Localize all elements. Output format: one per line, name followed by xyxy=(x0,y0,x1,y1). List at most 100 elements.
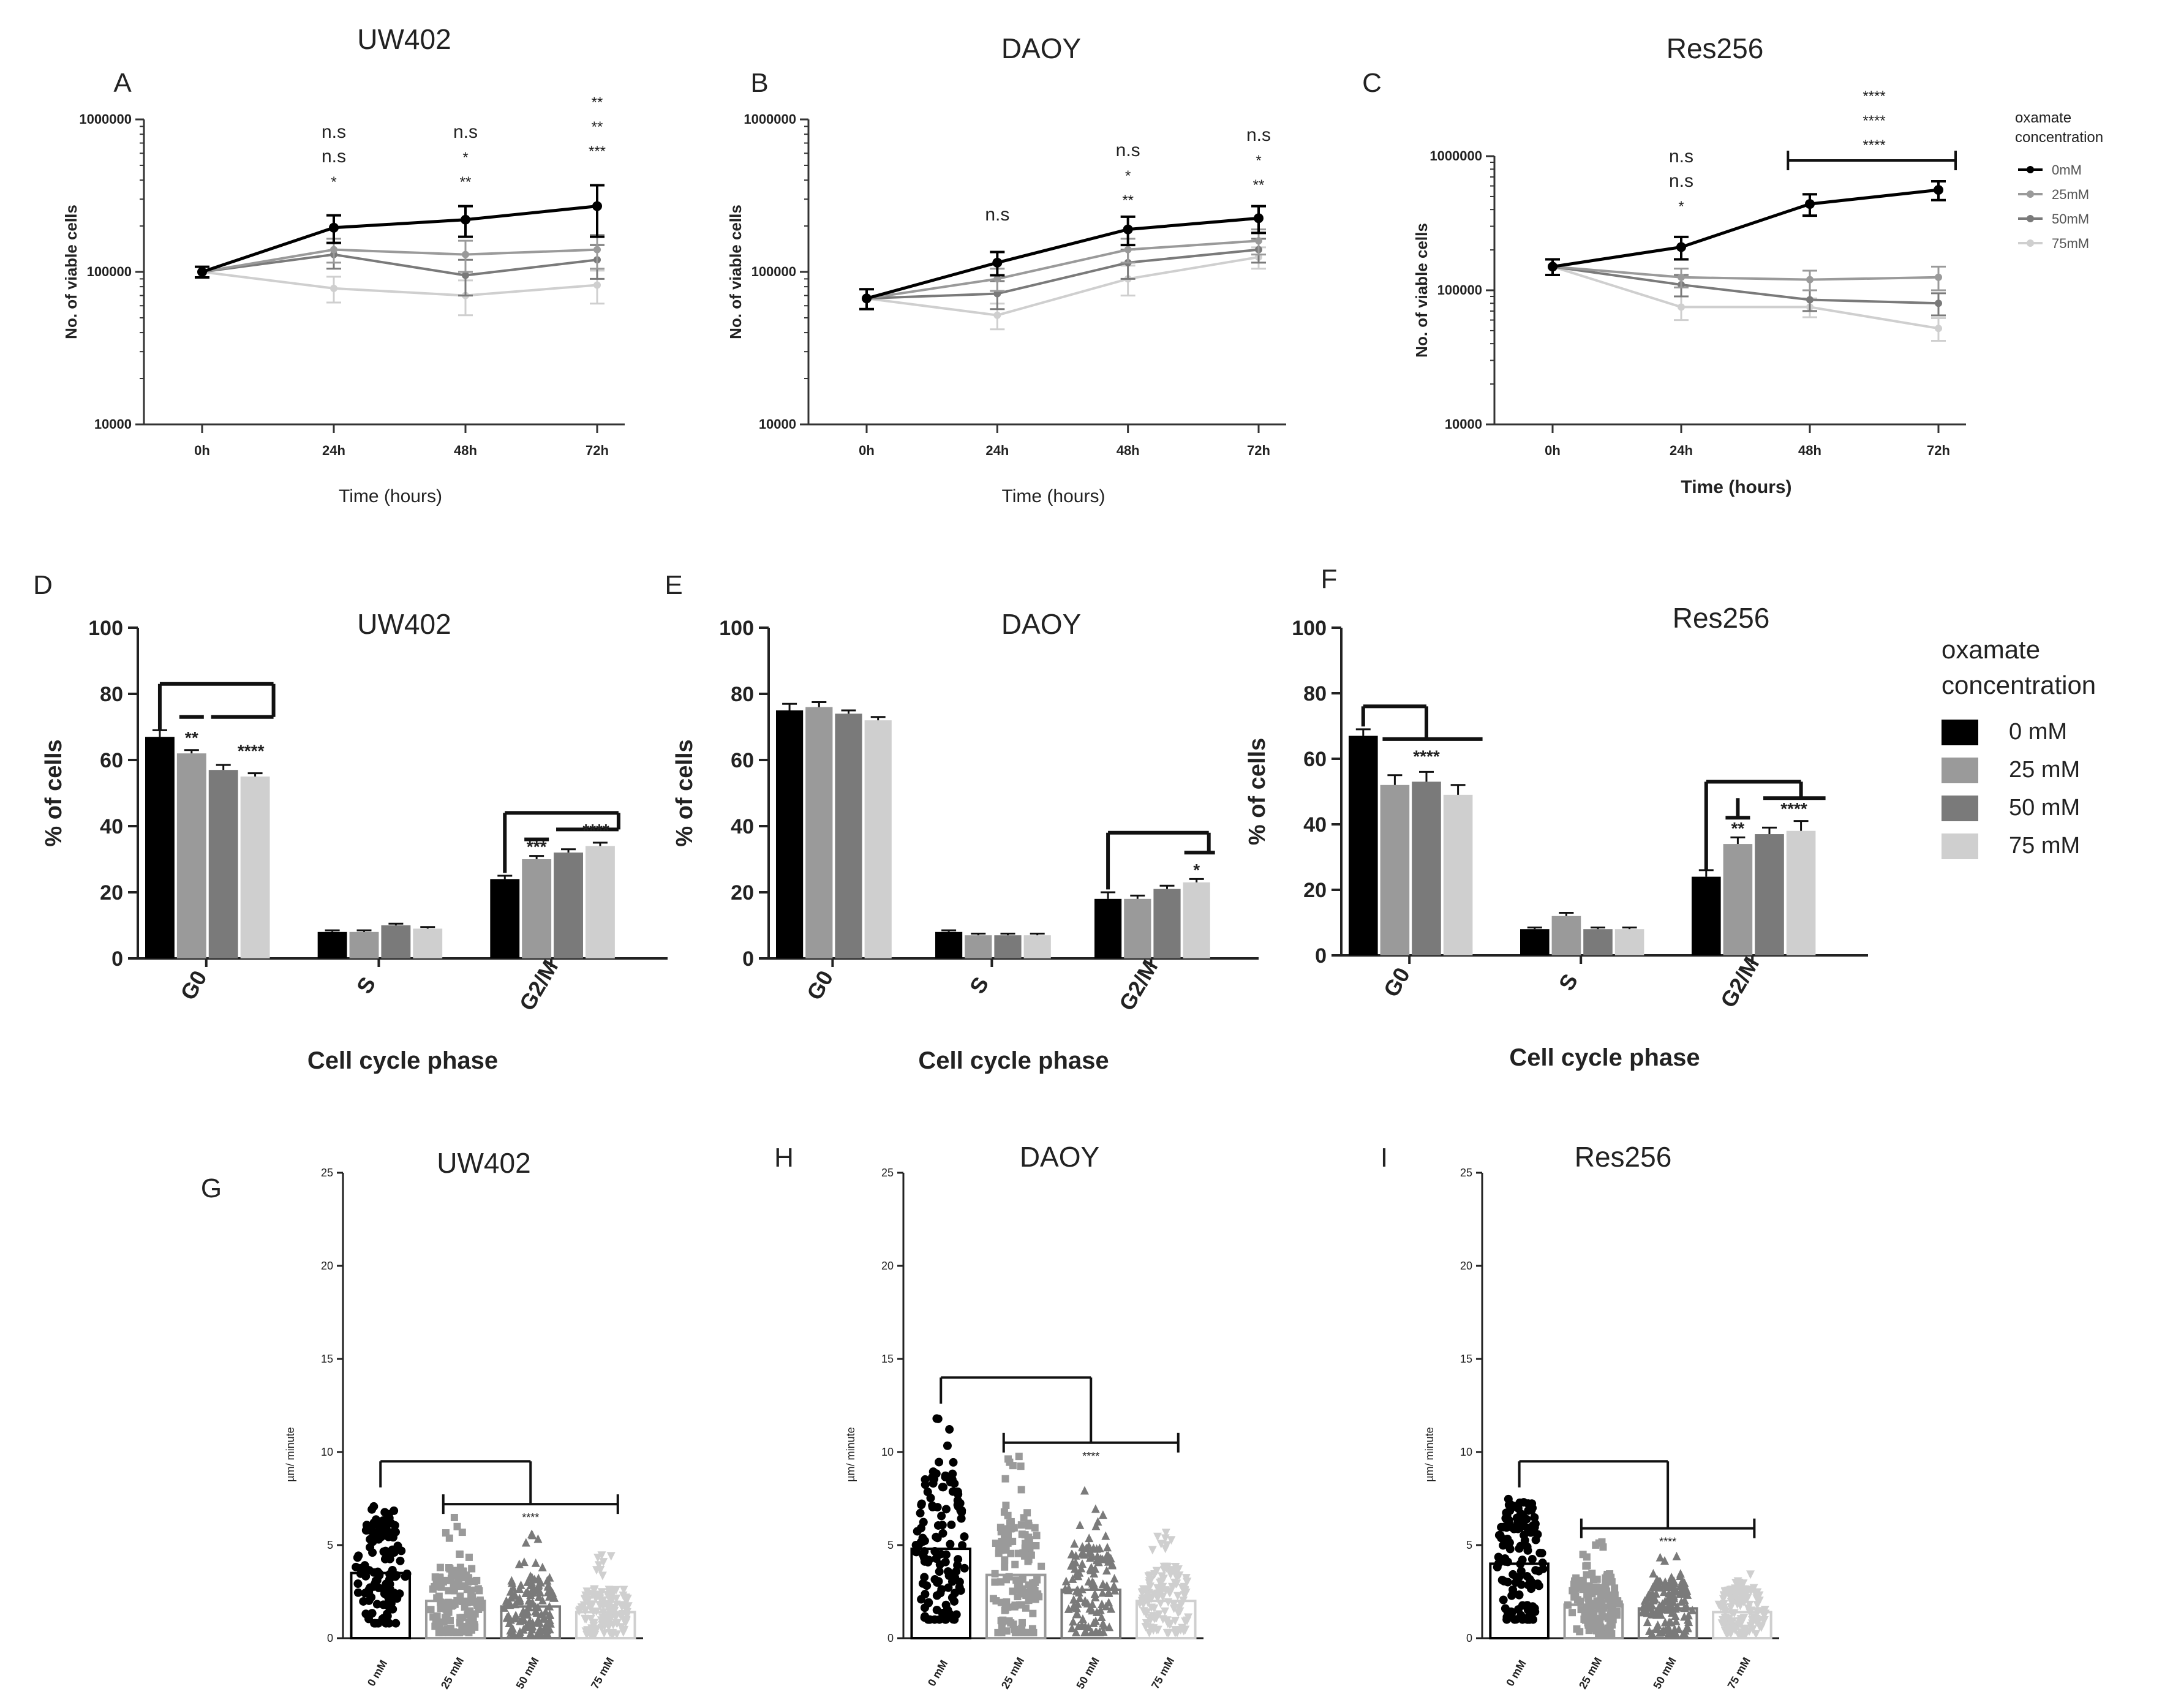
data-point xyxy=(930,1475,939,1484)
significance-label: **** xyxy=(1659,1536,1676,1548)
significance-label: ** xyxy=(1122,192,1134,209)
data-point xyxy=(509,1583,518,1592)
data-point xyxy=(1064,1604,1073,1613)
data-point xyxy=(390,1521,399,1530)
data-point xyxy=(926,1494,935,1503)
data-point xyxy=(954,1555,963,1564)
data-point xyxy=(1719,1595,1728,1604)
data-point xyxy=(1032,1541,1040,1549)
x-tick-label: 25 mM xyxy=(439,1655,466,1691)
data-point xyxy=(599,1608,608,1617)
data-point xyxy=(446,1624,454,1632)
data-point xyxy=(1608,1630,1616,1638)
data-point xyxy=(949,1458,958,1467)
data-point xyxy=(1652,1574,1662,1584)
data-point xyxy=(1663,1605,1673,1614)
data-point xyxy=(1533,1579,1542,1589)
data-point xyxy=(380,1589,389,1598)
x-tick-label: 25 mM xyxy=(999,1655,1026,1691)
data-point xyxy=(1739,1597,1748,1606)
x-tick-label: 50 mM xyxy=(1651,1655,1678,1691)
legend-label: 25 mM xyxy=(2009,757,2080,783)
data-point xyxy=(1098,1619,1107,1628)
data-point xyxy=(1018,1619,1026,1627)
data-point xyxy=(1028,1625,1036,1633)
data-point xyxy=(1015,1453,1023,1461)
data-point xyxy=(1530,1604,1539,1613)
chart-title: DAOY xyxy=(1001,608,1081,640)
data-point xyxy=(1099,1627,1108,1636)
data-point xyxy=(936,1589,945,1598)
data-point xyxy=(533,1534,543,1543)
data-point xyxy=(386,1599,396,1608)
x-tick-label: 0 mM xyxy=(925,1658,950,1688)
data-point xyxy=(1516,1523,1525,1532)
significance-label: * xyxy=(331,174,336,190)
data-point xyxy=(505,1597,514,1606)
data-point xyxy=(920,1557,929,1566)
data-point xyxy=(1084,1576,1093,1586)
data-point xyxy=(1934,185,1943,195)
data-point xyxy=(518,1616,527,1625)
data-point xyxy=(941,1557,950,1567)
data-point xyxy=(612,1600,621,1609)
data-point xyxy=(1607,1574,1615,1582)
data-point xyxy=(1148,1546,1157,1555)
y-tick-label: 10000 xyxy=(94,416,132,432)
data-point xyxy=(948,1469,957,1478)
data-point xyxy=(960,1532,969,1541)
data-point xyxy=(1172,1568,1181,1578)
data-point xyxy=(1731,1579,1741,1588)
legend-swatch xyxy=(1942,833,1978,859)
data-point xyxy=(1722,1587,1731,1596)
data-point xyxy=(377,1532,386,1541)
data-point xyxy=(1158,1592,1167,1601)
data-point xyxy=(1001,1556,1009,1564)
data-point xyxy=(1068,1574,1077,1583)
data-point xyxy=(1173,1609,1183,1618)
significance-label: n.s xyxy=(453,122,478,142)
data-point xyxy=(1159,1565,1169,1574)
data-point xyxy=(1523,1523,1532,1532)
data-point xyxy=(445,1534,453,1542)
data-point xyxy=(1746,1570,1755,1579)
data-point xyxy=(521,1538,530,1547)
significance-label: * xyxy=(1125,168,1131,184)
data-point xyxy=(1164,1598,1173,1607)
data-point xyxy=(1505,1544,1515,1554)
data-point xyxy=(1573,1625,1581,1633)
data-point xyxy=(364,1566,374,1575)
data-point xyxy=(1569,1609,1576,1617)
data-point xyxy=(957,1506,966,1515)
data-point xyxy=(1503,1557,1512,1567)
data-point xyxy=(1589,1602,1597,1610)
data-point xyxy=(454,1628,462,1636)
data-point xyxy=(524,1596,533,1605)
data-point xyxy=(523,1587,532,1596)
data-point xyxy=(1180,1591,1189,1600)
data-point xyxy=(371,1619,380,1628)
data-point xyxy=(1171,1562,1180,1571)
data-point xyxy=(1935,299,1942,307)
data-point xyxy=(535,1623,544,1633)
data-point xyxy=(1744,1586,1753,1595)
data-point xyxy=(596,1590,605,1600)
data-point xyxy=(1748,1616,1757,1625)
data-point xyxy=(467,1616,475,1624)
legend-marker xyxy=(2027,239,2034,247)
data-point xyxy=(1499,1522,1508,1532)
data-point xyxy=(1007,1549,1015,1557)
data-point xyxy=(619,1628,628,1637)
data-point xyxy=(1085,1533,1094,1543)
data-point xyxy=(471,1610,479,1618)
data-point xyxy=(435,1592,443,1600)
data-point xyxy=(1025,1581,1033,1589)
x-tick-label: 72h xyxy=(586,443,609,458)
line-chart-A: UW402 A 10000 100000 1000000 0h 24h 48h 72h Time … xyxy=(62,23,625,506)
data-point xyxy=(465,1574,473,1582)
data-point xyxy=(1583,1571,1591,1579)
data-point xyxy=(1176,1600,1185,1609)
significance-label: ** xyxy=(185,728,198,747)
data-point xyxy=(1003,1576,1011,1584)
data-point xyxy=(1142,1609,1151,1619)
